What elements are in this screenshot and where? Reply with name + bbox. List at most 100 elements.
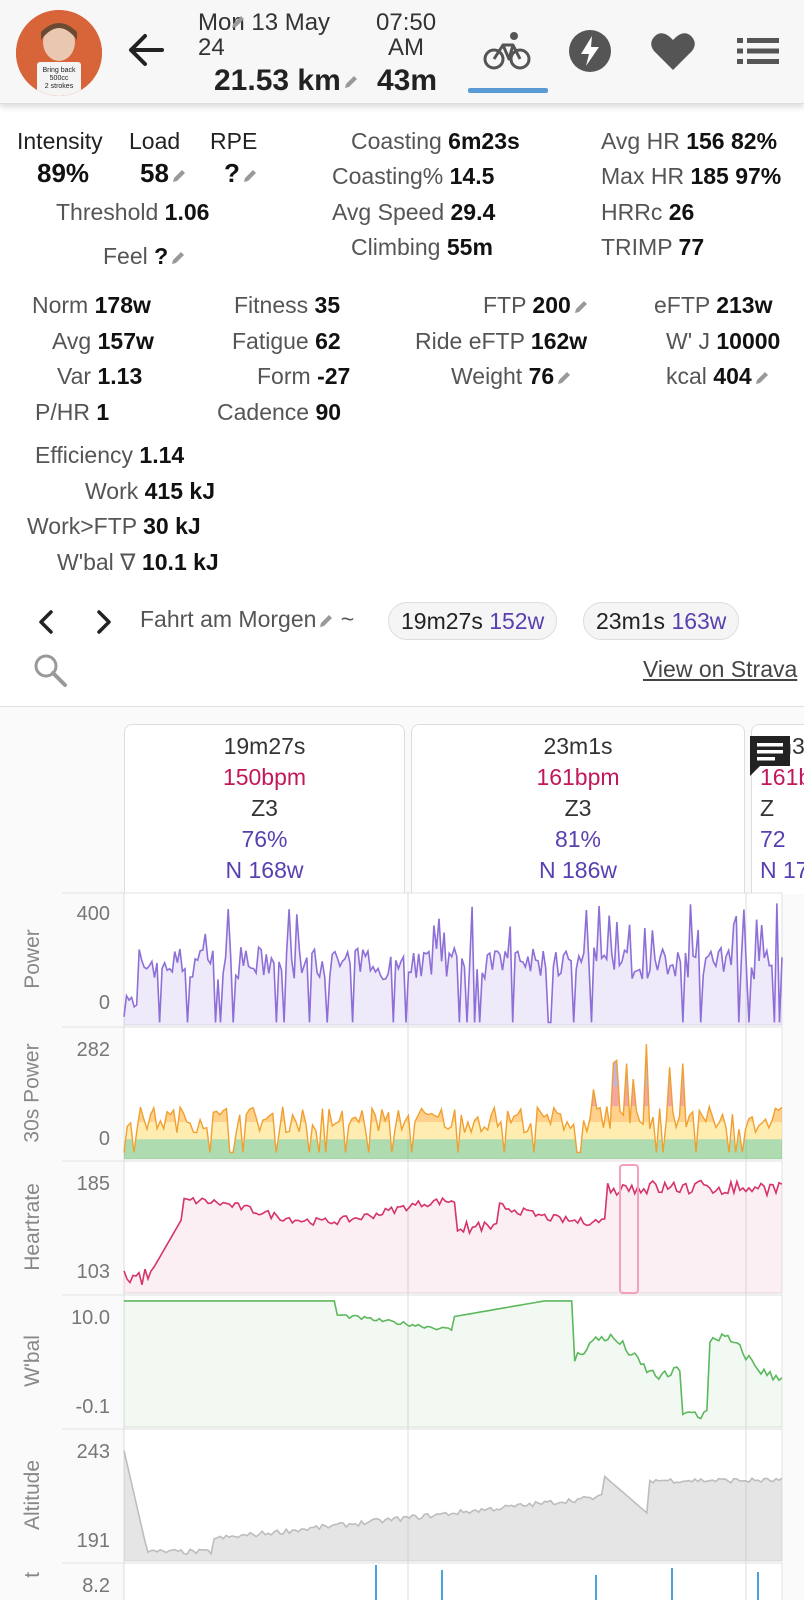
- work-ftp-stat: Work>FTP 30 kJ: [27, 511, 201, 541]
- avatar[interactable]: Bring back 500cc 2 strokes: [16, 10, 102, 96]
- wj-stat[interactable]: W' J 10000: [666, 326, 804, 356]
- kcal-stat[interactable]: kcal 404: [666, 361, 770, 391]
- interval-zone: Z3: [251, 795, 278, 821]
- prev-activity-button[interactable]: [28, 604, 64, 640]
- fatigue-label: Fatigue: [232, 328, 309, 354]
- arrow-left-icon: [129, 34, 164, 66]
- var-label: Var: [57, 363, 92, 389]
- coasting-stat: Coasting 6m23s: [351, 126, 520, 156]
- interval-chip-2[interactable]: 23m1s 163w: [583, 602, 740, 640]
- wbal-label: W'bal ∇: [57, 549, 136, 575]
- coasting-value: 6m23s: [448, 128, 520, 154]
- chart-panel-3: [123, 1294, 783, 1428]
- power30-line: [123, 1044, 783, 1154]
- chip2-time: 23m1s: [596, 608, 666, 634]
- chip2-power: 163w: [671, 608, 727, 634]
- feel-value: ?: [154, 243, 169, 269]
- edit-date-icon[interactable]: [230, 14, 246, 30]
- section-divider: [0, 706, 804, 707]
- interval-time: 19m27s: [223, 733, 306, 759]
- power-ymin: 0: [98, 992, 110, 1014]
- interval-time: 23m1s: [543, 733, 613, 759]
- edit-distance-icon[interactable]: [343, 74, 359, 90]
- interval-chip-1[interactable]: 19m27s 152w: [388, 602, 558, 640]
- activity-distance[interactable]: 21.53 km: [214, 64, 359, 98]
- avg-stat: Avg 157w: [52, 326, 154, 356]
- interval-card-2[interactable]: 23m1s 161bpm Z3 81% N 186w: [411, 724, 745, 894]
- wbal-axis-label: W'bal: [20, 1335, 44, 1387]
- rpe-value: ?: [224, 158, 240, 188]
- hrrc-value: 26: [668, 199, 695, 225]
- interval-pct: 76%: [241, 826, 288, 852]
- hrrc-label: HRRc: [601, 199, 663, 225]
- coasting-pct-stat: Coasting% 14.5: [332, 161, 494, 191]
- heartrate-line: [123, 1178, 783, 1285]
- efficiency-value: 1.14: [139, 442, 185, 468]
- altitude-line: [123, 1450, 783, 1556]
- chart-panel-1: [123, 1026, 783, 1160]
- chart-panel-4: [123, 1428, 783, 1562]
- climbing-value: 55m: [446, 234, 493, 260]
- search-icon[interactable]: [32, 652, 68, 688]
- edit-weight-icon[interactable]: [556, 370, 572, 386]
- altitude-ymin: 191: [76, 1530, 110, 1552]
- distance-value: 21.53 km: [214, 64, 341, 97]
- phr-value: 1: [96, 399, 110, 425]
- kcal-value: 404: [713, 363, 752, 389]
- efficiency-label: Efficiency: [35, 442, 134, 468]
- activity-time: 07:50 AM: [376, 9, 437, 61]
- ftp-stat[interactable]: FTP 200: [483, 290, 589, 320]
- ride-eftp-value: 162w: [530, 328, 588, 354]
- hrrc-stat: HRRc 26: [601, 197, 694, 227]
- norm-stat: Norm 178w: [32, 290, 151, 320]
- load-stat[interactable]: 58: [140, 158, 187, 189]
- wj-label: W' J: [666, 328, 710, 354]
- intensity-label: Intensity: [17, 128, 103, 154]
- view-on-strava-link[interactable]: View on Strava: [643, 656, 798, 682]
- fitness-label: Fitness: [234, 292, 309, 318]
- tab-power[interactable]: [565, 26, 615, 76]
- work-value: 415 kJ: [144, 478, 215, 504]
- edit-feel-icon[interactable]: [170, 250, 186, 266]
- ride-eftp-label: Ride eFTP: [415, 328, 525, 354]
- wbal-ymin: -0.1: [75, 1396, 110, 1418]
- avg-value: 157w: [97, 328, 154, 354]
- edit-name-icon[interactable]: [318, 613, 334, 629]
- heartrate-axis-label: Heartrate: [21, 1183, 45, 1271]
- trimp-stat: TRIMP 77: [601, 232, 704, 262]
- next-activity-button[interactable]: [86, 604, 122, 640]
- edit-load-icon[interactable]: [171, 168, 187, 184]
- var-value: 1.13: [97, 363, 143, 389]
- coasting-pct-label: Coasting%: [332, 163, 444, 189]
- edit-rpe-icon[interactable]: [242, 168, 258, 184]
- ftp-label: FTP: [483, 292, 527, 318]
- edit-kcal-icon[interactable]: [754, 370, 770, 386]
- avg-label: Avg: [52, 328, 92, 354]
- back-button[interactable]: [124, 28, 168, 72]
- avg-hr-pct: 82%: [730, 128, 778, 154]
- rpe-stat[interactable]: ?: [224, 158, 258, 189]
- svg-text:Bring back: Bring back: [42, 67, 76, 74]
- tab-list[interactable]: [733, 26, 783, 76]
- threshold-label: Threshold: [56, 199, 159, 225]
- interval-norm: N 186w: [539, 857, 617, 883]
- ride-name-text: Fahrt am Morgen: [140, 606, 317, 632]
- tab-heart[interactable]: [648, 26, 698, 76]
- tab-ride[interactable]: [482, 26, 532, 76]
- power-axis-label: Power: [21, 929, 44, 989]
- avg-hr-label: Avg HR: [601, 128, 680, 154]
- feel-stat[interactable]: Feel ?: [103, 241, 186, 271]
- activity-date[interactable]: Mon 13 May 24: [198, 9, 331, 61]
- chart-panel-5: [123, 1562, 783, 1600]
- load-value: 58: [140, 158, 169, 188]
- climbing-label: Climbing: [351, 234, 441, 260]
- ride-name[interactable]: Fahrt am Morgen ~: [140, 606, 354, 633]
- chip1-power: 152w: [489, 608, 545, 634]
- form-value: -27: [317, 363, 351, 389]
- comment-icon[interactable]: [748, 734, 792, 778]
- coasting-pct-value: 14.5: [449, 163, 495, 189]
- edit-ftp-icon[interactable]: [573, 299, 589, 315]
- interval-card-1[interactable]: 19m27s 150bpm Z3 76% N 168w: [124, 724, 405, 894]
- weight-stat[interactable]: Weight 76: [451, 361, 572, 391]
